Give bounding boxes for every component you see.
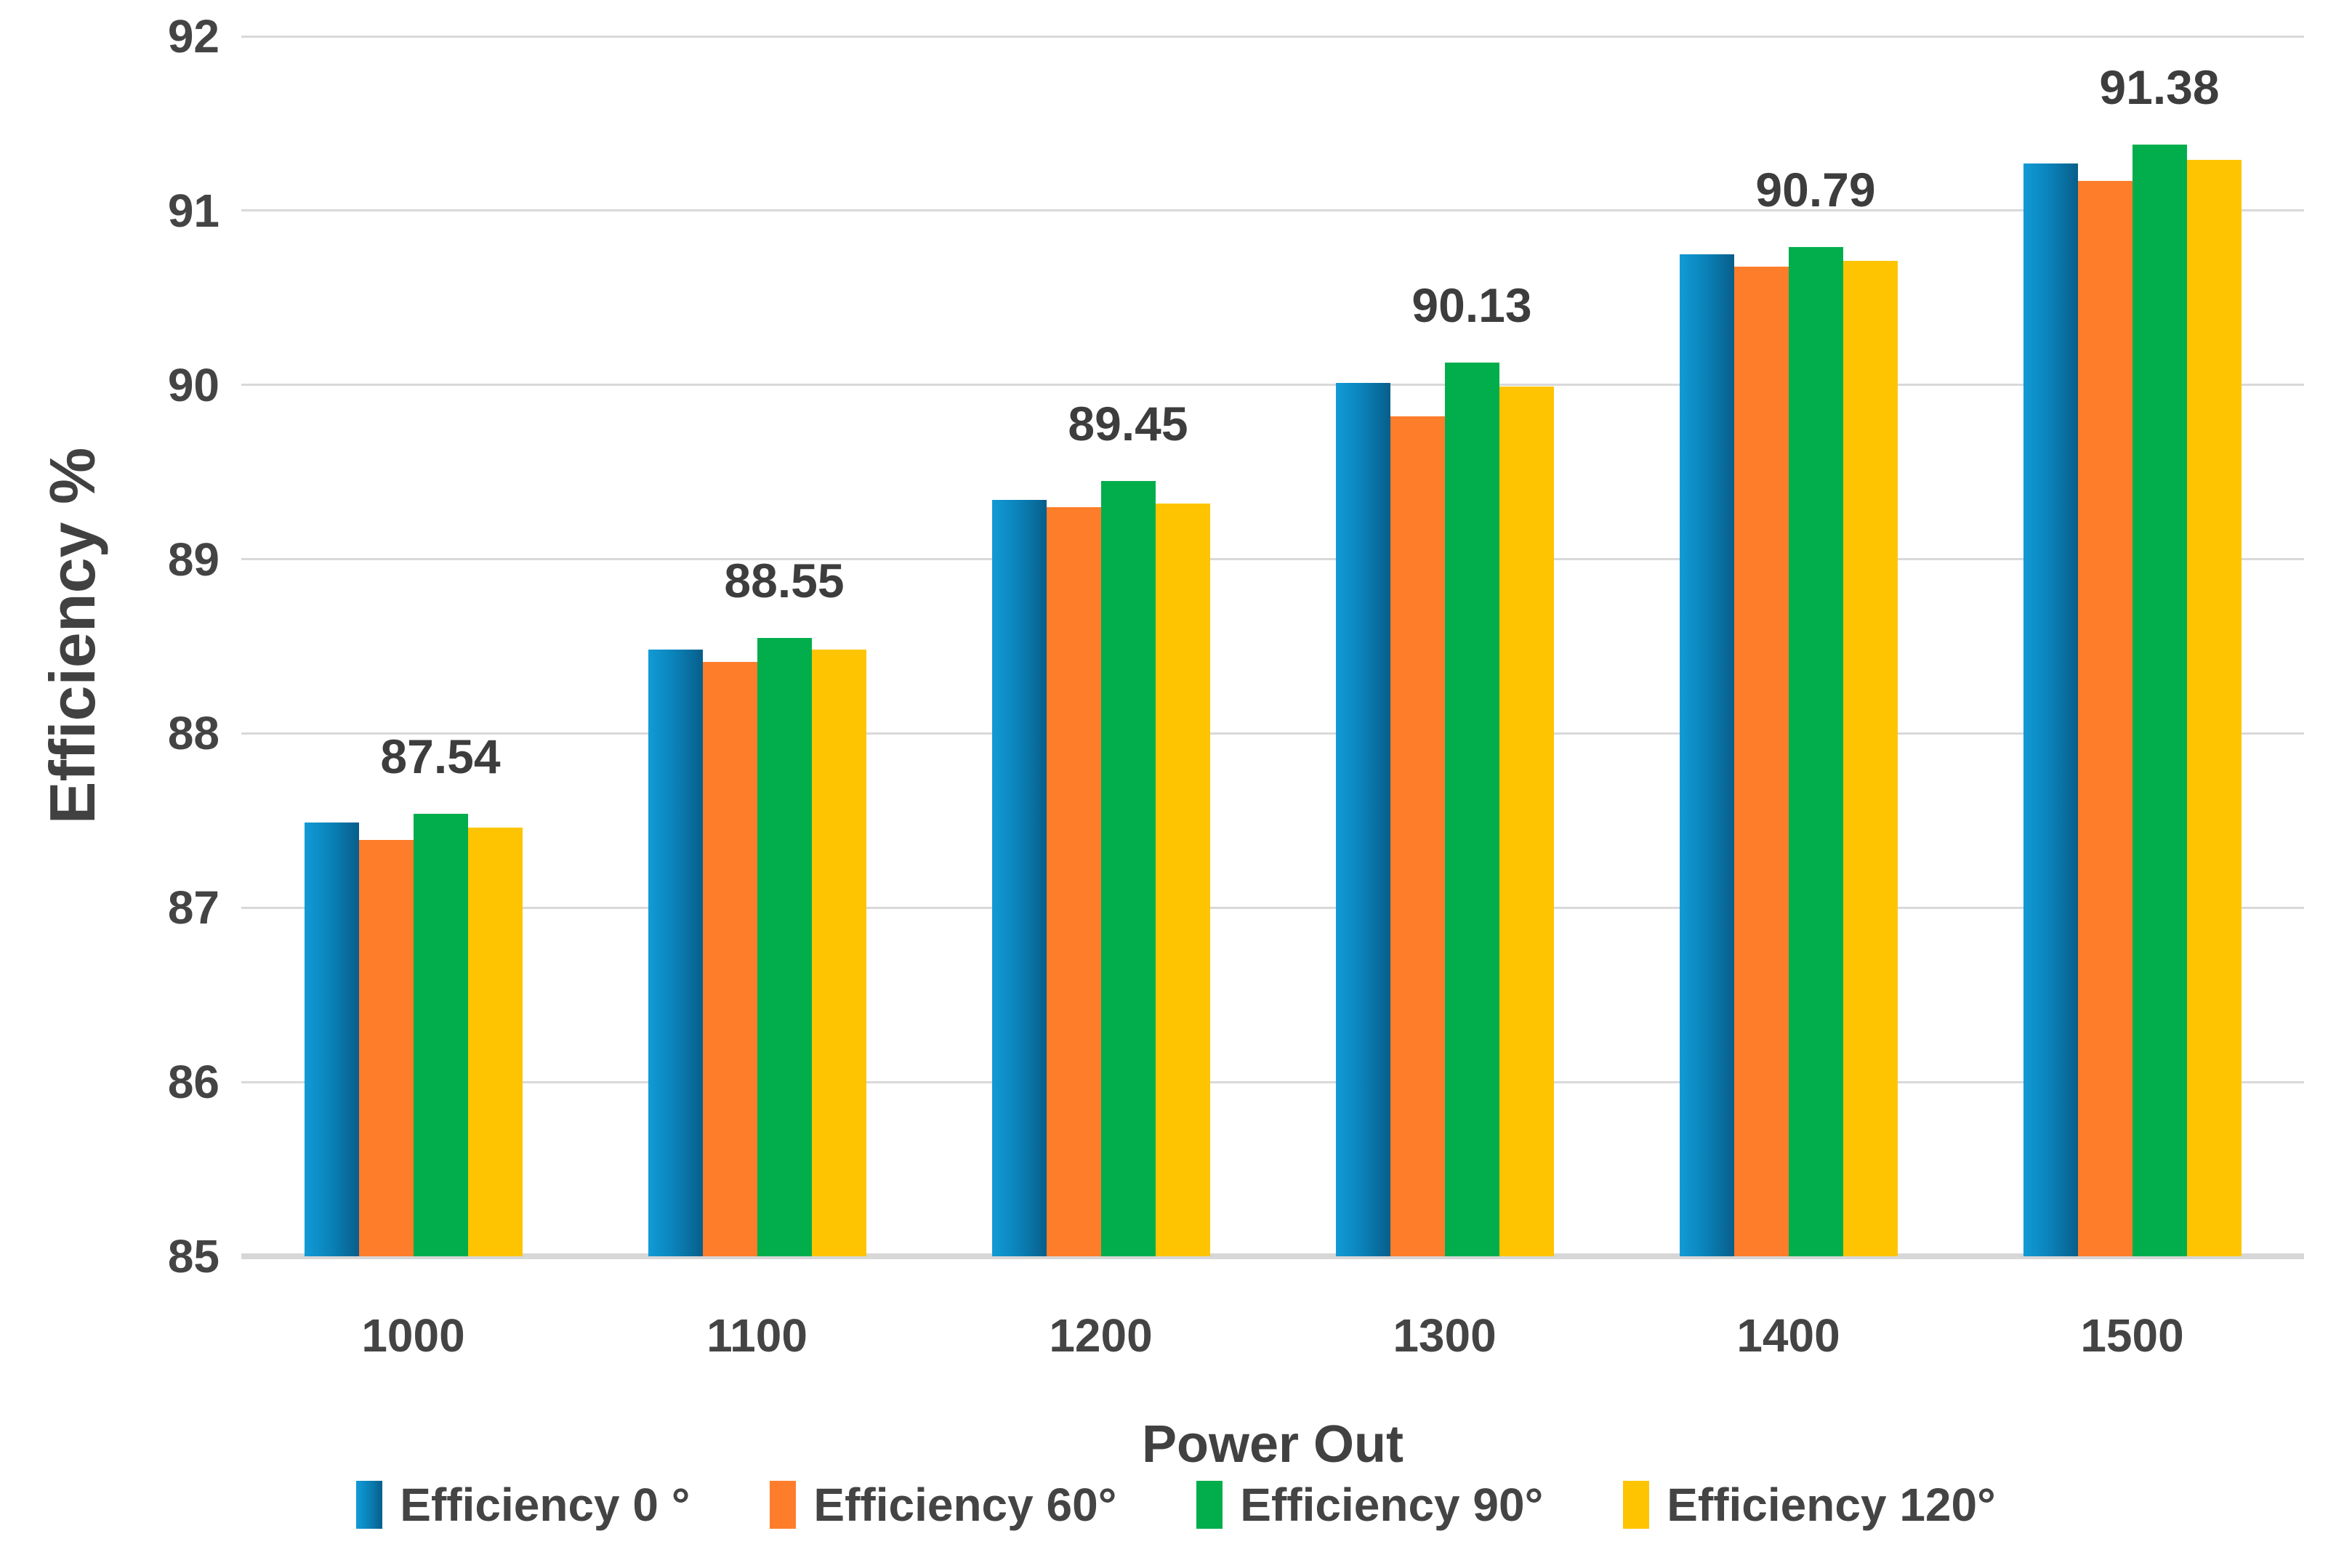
x-tick-label-1300: 1300 bbox=[1393, 1309, 1497, 1362]
bar-efficiency-0-deg-1400 bbox=[1679, 254, 1734, 1256]
bar-efficiency-120deg-1300 bbox=[1499, 387, 1554, 1256]
y-tick-label-91: 91 bbox=[167, 184, 220, 237]
bar-efficiency-0-deg-1500 bbox=[2023, 163, 2078, 1256]
bar-efficiency-120deg-1100 bbox=[811, 650, 866, 1256]
bar-efficiency-90deg-1400 bbox=[1788, 247, 1843, 1256]
bar-efficiency-90deg-1100 bbox=[757, 637, 812, 1256]
gridline-91 bbox=[241, 209, 2304, 212]
bar-efficiency-0-deg-1000 bbox=[304, 822, 359, 1256]
x-tick-label-1400: 1400 bbox=[1736, 1309, 1840, 1362]
legend-label-efficiency-0-deg: Efficiency 0 ° bbox=[400, 1479, 690, 1531]
bar-efficiency-120deg-1400 bbox=[1842, 261, 1898, 1256]
y-tick-label-88: 88 bbox=[167, 707, 220, 760]
y-tick-label-89: 89 bbox=[167, 533, 220, 586]
bar-efficiency-90deg-1300 bbox=[1444, 362, 1499, 1256]
x-tick-label-1500: 1500 bbox=[2080, 1309, 2184, 1362]
legend-swatch-efficiency-120deg bbox=[1623, 1481, 1650, 1529]
x-axis-title: Power Out bbox=[1141, 1415, 1404, 1474]
bar-efficiency-90deg-1200 bbox=[1100, 480, 1156, 1256]
bar-value-label-1300: 90.13 bbox=[1411, 278, 1532, 332]
legend-item-efficiency-60deg: Efficiency 60° bbox=[770, 1481, 1116, 1529]
y-tick-label-92: 92 bbox=[167, 10, 220, 62]
legend-item-efficiency-90deg: Efficiency 90° bbox=[1196, 1481, 1543, 1529]
bar-efficiency-60deg-1200 bbox=[1046, 506, 1101, 1256]
gridline-86 bbox=[241, 1080, 2304, 1083]
legend-swatch-efficiency-90deg bbox=[1196, 1481, 1223, 1529]
bar-efficiency-90deg-1500 bbox=[2132, 144, 2187, 1256]
x-tick-label-1200: 1200 bbox=[1049, 1309, 1153, 1362]
bar-efficiency-120deg-1000 bbox=[467, 827, 523, 1256]
y-tick-label-85: 85 bbox=[167, 1230, 220, 1282]
gridline-87 bbox=[241, 906, 2304, 909]
bar-efficiency-60deg-1400 bbox=[1733, 266, 1789, 1256]
bar-efficiency-0-deg-1200 bbox=[991, 500, 1047, 1256]
x-axis-line bbox=[241, 1253, 2304, 1259]
bar-value-label-1500: 91.38 bbox=[2099, 60, 2220, 114]
bar-value-label-1000: 87.54 bbox=[380, 729, 501, 783]
bar-efficiency-60deg-1100 bbox=[702, 662, 757, 1256]
bar-efficiency-60deg-1300 bbox=[1390, 416, 1445, 1256]
legend-label-efficiency-60deg: Efficiency 60° bbox=[813, 1479, 1117, 1531]
legend-swatch-efficiency-60deg bbox=[770, 1481, 797, 1529]
legend-swatch-efficiency-0-deg bbox=[356, 1481, 383, 1529]
y-axis-title: Efficiency % bbox=[36, 447, 108, 825]
gridline-89 bbox=[241, 558, 2304, 561]
y-tick-label-90: 90 bbox=[167, 358, 220, 411]
x-tick-label-1100: 1100 bbox=[706, 1309, 808, 1362]
bar-efficiency-120deg-1500 bbox=[2186, 160, 2242, 1256]
legend-item-efficiency-0-deg: Efficiency 0 ° bbox=[356, 1481, 690, 1529]
bar-value-label-1100: 88.55 bbox=[724, 553, 845, 607]
legend: Efficiency 0 ° Efficiency 60° Efficiency 9… bbox=[0, 1481, 2352, 1529]
legend-label-efficiency-120deg: Efficiency 120° bbox=[1667, 1479, 1996, 1531]
gridline-90 bbox=[241, 384, 2304, 387]
bar-efficiency-120deg-1200 bbox=[1155, 503, 1210, 1256]
x-tick-label-1000: 1000 bbox=[361, 1309, 465, 1362]
gridline-92 bbox=[241, 35, 2304, 38]
y-tick-label-87: 87 bbox=[167, 881, 220, 934]
bar-efficiency-60deg-1500 bbox=[2077, 181, 2132, 1256]
y-tick-label-86: 86 bbox=[167, 1056, 220, 1109]
bar-efficiency-60deg-1000 bbox=[358, 839, 414, 1256]
bar-efficiency-90deg-1000 bbox=[413, 813, 468, 1256]
bar-value-label-1200: 89.45 bbox=[1068, 396, 1188, 450]
gridline-88 bbox=[241, 732, 2304, 735]
legend-label-efficiency-90deg: Efficiency 90° bbox=[1240, 1479, 1544, 1531]
bar-value-label-1400: 90.79 bbox=[1755, 163, 1876, 217]
legend-item-efficiency-120deg: Efficiency 120° bbox=[1623, 1481, 1996, 1529]
bar-efficiency-0-deg-1300 bbox=[1335, 383, 1390, 1256]
bar-efficiency-0-deg-1100 bbox=[648, 650, 703, 1256]
